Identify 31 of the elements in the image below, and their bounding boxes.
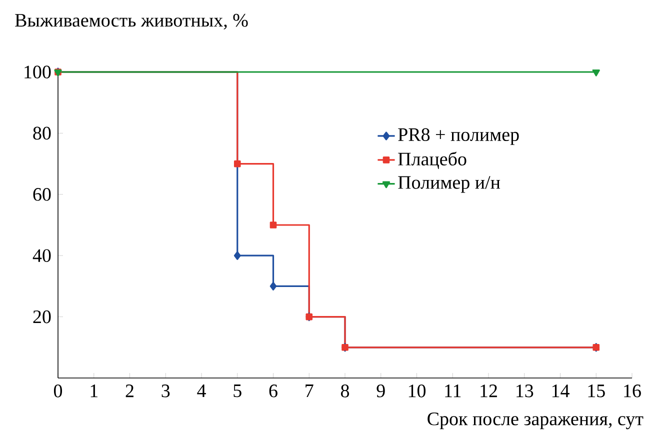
x-tick-label: 8: [340, 384, 350, 398]
legend-label: Плацебо: [398, 152, 466, 169]
x-tick-label: 4: [197, 384, 206, 398]
point: [270, 282, 277, 290]
x-tick-label: 15: [588, 384, 605, 398]
x-tick-label: 9: [376, 384, 385, 398]
x-tick-label: 2: [126, 384, 134, 398]
y-tick-label: 80: [33, 126, 51, 140]
y-axis-title: Выживаемость животных, %: [15, 14, 248, 30]
point: [234, 251, 241, 260]
x-tick-label: 14: [552, 384, 570, 398]
x-tick-label: 3: [162, 384, 170, 398]
x-tick-label: 6: [269, 384, 278, 398]
y-tick-label: 40: [32, 249, 51, 262]
x-tick-label: 12: [480, 384, 497, 398]
point: [270, 222, 277, 228]
x-tick-label: 16: [624, 384, 641, 398]
x-tick-label: 7: [306, 384, 314, 397]
y-tick-label: 100: [24, 66, 51, 78]
point: [234, 160, 241, 168]
x-tick-label: 13: [516, 384, 534, 398]
legend-label: Полимер и/н: [398, 176, 500, 193]
x-axis-title: Срок после заражения, сут: [428, 412, 644, 430]
x-tick-label: 11: [445, 384, 461, 398]
y-tick-label: 20: [33, 310, 51, 324]
x-tick-label: 10: [408, 384, 426, 398]
y-tick-label: 60: [33, 188, 51, 201]
legend-label: PR8 + полимер: [398, 128, 519, 145]
x-tick-label: 1: [90, 384, 98, 398]
x-tick-label: 0: [54, 384, 62, 398]
x-tick-label: 5: [234, 384, 242, 398]
